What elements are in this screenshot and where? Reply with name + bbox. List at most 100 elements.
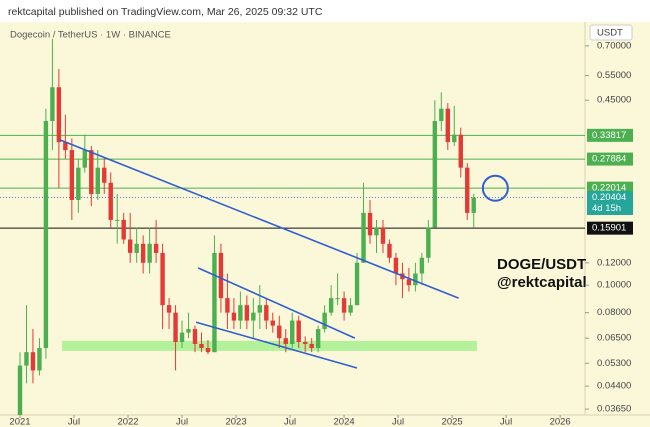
x-tick-label: Jul <box>284 417 296 427</box>
candle-body <box>283 338 288 344</box>
candle-body <box>452 134 457 143</box>
candle-body <box>108 182 113 220</box>
level-label: 0.22014 <box>592 183 626 194</box>
y-axis-label: USDT <box>597 28 623 39</box>
candle-body <box>225 298 230 313</box>
trendline <box>195 321 358 369</box>
candle-body <box>341 298 347 313</box>
level-label: 0.27884 <box>592 154 626 165</box>
candle-body <box>82 150 88 168</box>
candle-body <box>160 252 165 306</box>
candle-body <box>69 150 75 200</box>
y-tick-label: 0.04400 <box>597 381 631 392</box>
x-tick-label: 2021 <box>9 417 30 427</box>
source-line: rektcapital published on TradingView.com… <box>8 6 323 18</box>
candle-body <box>95 167 100 194</box>
x-tick-label: Jul <box>176 417 188 427</box>
candle-body <box>89 150 94 194</box>
x-tick-label: 2026 <box>550 417 571 427</box>
candle-body <box>212 252 217 353</box>
annotation: DOGE/USDT <box>497 256 586 273</box>
candle-body <box>315 329 321 349</box>
candle-body <box>43 121 49 349</box>
y-tick-label: 0.10000 <box>597 280 631 291</box>
candle-body <box>309 343 314 349</box>
candle-body <box>374 227 379 236</box>
candle-body <box>465 167 470 213</box>
candle-body <box>231 312 237 321</box>
candle-body <box>302 342 308 344</box>
current-price-box <box>587 190 633 215</box>
annotation: @rektcapital <box>497 274 587 291</box>
candle-body <box>413 273 418 286</box>
candle-body <box>50 87 55 122</box>
candle-body <box>121 219 126 240</box>
target-circle <box>481 174 509 202</box>
candle-body <box>147 243 152 263</box>
candle-body <box>153 243 159 253</box>
y-tick-label: 0.03650 <box>597 404 631 415</box>
candle-body <box>335 298 340 300</box>
candle-body <box>134 243 139 253</box>
x-tick-label: Jul <box>68 417 80 427</box>
y-tick-label: 0.55000 <box>597 70 631 81</box>
candle-body <box>471 197 476 213</box>
candle-body <box>244 305 250 321</box>
level-label: 0.33817 <box>592 130 626 141</box>
candle-body <box>218 252 224 299</box>
candle-body <box>102 167 107 183</box>
candle-body <box>186 329 191 333</box>
y-tick-label: 0.12000 <box>597 257 631 268</box>
candle-body <box>270 320 275 326</box>
candle-body <box>76 167 81 200</box>
support-zone <box>62 340 477 351</box>
candle-body <box>205 348 211 353</box>
candle-body <box>199 343 204 349</box>
level-label-box <box>587 152 633 166</box>
candle-body <box>173 312 178 343</box>
candle-body <box>63 142 68 151</box>
level-label: 0.15901 <box>592 223 626 234</box>
candle-body <box>367 212 373 236</box>
candle-body <box>322 312 327 330</box>
trendline <box>59 139 459 299</box>
plot-area <box>0 39 585 415</box>
candle-body <box>445 108 450 143</box>
candle-body <box>264 305 269 321</box>
candle-body <box>419 257 425 274</box>
x-tick-label: Jul <box>392 417 404 427</box>
candle-body <box>387 243 392 258</box>
candle-body <box>439 108 444 122</box>
candle-body <box>328 298 334 313</box>
x-tick-label: 2024 <box>334 417 355 427</box>
candle-body <box>179 332 185 343</box>
candle-body <box>406 279 412 286</box>
candle-body <box>30 352 36 371</box>
candle-body <box>238 305 243 321</box>
candle-body <box>251 312 256 321</box>
y-tick-label: 0.06500 <box>597 333 631 344</box>
candle-body <box>348 305 353 313</box>
chart-title: Dogecoin / TetherUS · 1W · BINANCE <box>10 30 171 41</box>
current-price-label: 0.20404 <box>592 192 626 203</box>
candle-body <box>17 365 23 415</box>
y-tick-label: 0.05300 <box>597 358 631 369</box>
candle-body <box>393 257 399 274</box>
candle-body <box>192 329 198 344</box>
candle-body <box>37 348 42 371</box>
x-tick-label: Jul <box>500 417 512 427</box>
y-tick-label: 0.08000 <box>597 307 631 318</box>
candle-body <box>296 320 301 343</box>
candle-body <box>432 121 438 228</box>
x-tick-label: 2022 <box>117 417 138 427</box>
chart-background <box>0 22 650 427</box>
candle-body <box>380 227 386 244</box>
candle-body <box>277 325 282 339</box>
candle-body <box>290 320 295 344</box>
unit-box <box>589 24 633 41</box>
candle-body <box>426 227 431 258</box>
candle-body <box>361 212 366 263</box>
countdown: 4d 15h <box>592 203 621 214</box>
y-tick-label: 0.70000 <box>597 40 631 51</box>
